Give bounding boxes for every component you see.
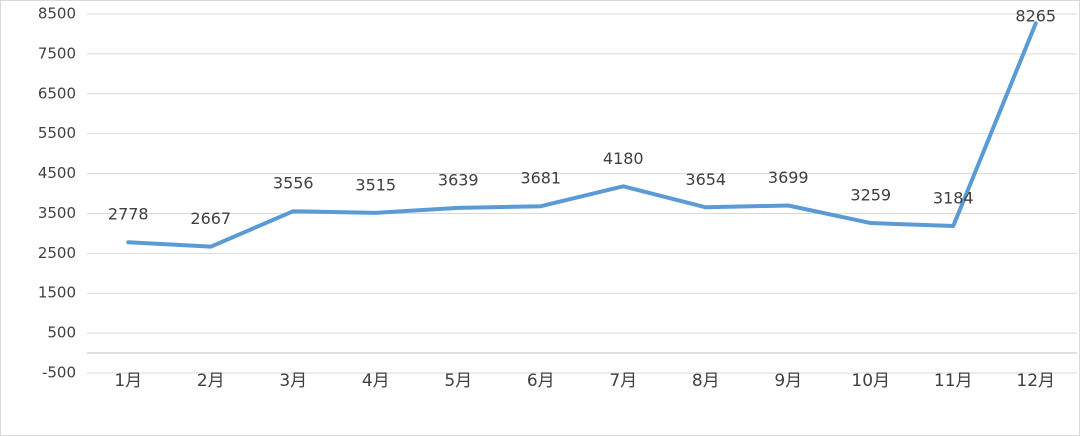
- x-tick-label: 9月: [774, 371, 802, 391]
- x-tick-label: 12月: [1016, 371, 1055, 391]
- x-tick-label: 11月: [934, 371, 973, 391]
- x-tick-label: 6月: [527, 371, 555, 391]
- data-label: 3184: [933, 189, 974, 208]
- line: [126, 21, 1038, 249]
- data-label: 3654: [685, 170, 726, 189]
- y-tick-label: 500: [47, 324, 76, 342]
- x-tick-label: 4月: [362, 371, 390, 391]
- x-tick-label: 5月: [444, 371, 472, 391]
- data-label: 3515: [355, 175, 396, 194]
- y-tick-label: 6500: [38, 84, 76, 102]
- data-label: 3699: [768, 168, 809, 187]
- x-tick-label: 10月: [851, 371, 890, 391]
- y-tick-label: 4500: [38, 164, 76, 182]
- data-label: 3259: [850, 186, 891, 205]
- y-tick-label: 3500: [38, 204, 76, 222]
- data-label: 2778: [108, 205, 149, 224]
- y-tick-label: 7500: [38, 44, 76, 62]
- data-label: 8265: [1015, 7, 1056, 26]
- y-tick-label: 5500: [38, 124, 76, 142]
- data-label: 2667: [190, 209, 231, 228]
- y-tick-label: 2500: [38, 244, 76, 262]
- data-label: 4180: [603, 149, 644, 168]
- y-tick-label: -500: [42, 364, 76, 382]
- y-tick-label: 1500: [38, 284, 76, 302]
- data-label: 3681: [520, 169, 561, 188]
- x-tick-label: 3月: [279, 371, 307, 391]
- x-tick-label: 8月: [692, 371, 720, 391]
- x-tick-label: 1月: [114, 371, 142, 391]
- x-tick-label: 7月: [609, 371, 637, 391]
- data-label: 3639: [438, 170, 479, 189]
- y-tick-label: 8500: [38, 5, 76, 23]
- data-label: 3556: [273, 174, 314, 193]
- x-tick-label: 2月: [197, 371, 225, 391]
